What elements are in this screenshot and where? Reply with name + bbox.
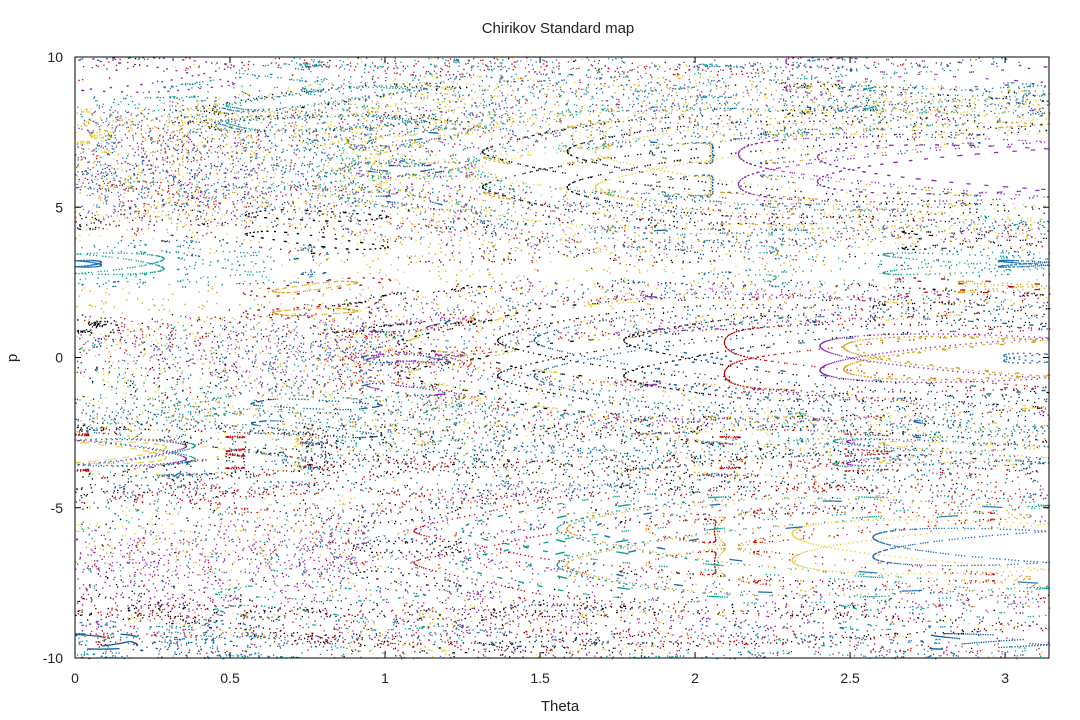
orbit-points-series-1 [75,57,1051,660]
x-tick-label: 0.5 [220,670,240,686]
plot-points [75,57,1051,660]
y-tick-label: -10 [43,650,63,666]
x-tick-label: 2 [691,670,699,686]
x-tick-label: 1 [381,670,389,686]
y-tick-label: 10 [47,49,63,65]
y-axis-label: p [4,354,21,362]
chart-title: Chirikov Standard map [482,20,635,37]
x-axis-label: Theta [541,698,580,715]
y-tick-label: -5 [51,500,64,516]
orbit-points-series-7 [75,57,1051,659]
y-tick-label: 5 [55,199,63,215]
x-tick-label: 3 [1001,670,1009,686]
orbit-points-series-2 [75,57,1050,660]
x-tick-label: 1.5 [530,670,550,686]
y-tick-label: 0 [55,350,63,366]
orbit-points-series-3 [75,75,1051,623]
y-ticks: -10 -5 0 5 10 [43,49,1049,666]
x-tick-label: 0 [71,670,79,686]
x-ticks: 0 0.5 1 1.5 2 2.5 3 [71,57,1009,686]
x-tick-label: 2.5 [840,670,860,686]
